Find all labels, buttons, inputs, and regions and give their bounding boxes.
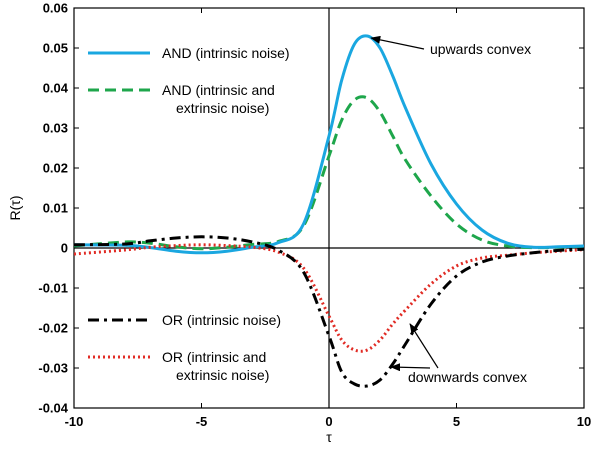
- y-tick-label: 0: [61, 241, 68, 256]
- annotation-upwards-label: upwards convex: [430, 41, 531, 57]
- x-tick-label: 5: [453, 414, 460, 429]
- x-tick-label: 10: [577, 414, 591, 429]
- legend-label-and-intrinsic: AND (intrinsic noise): [162, 45, 290, 61]
- x-axis: -10 -5 0 5 10: [65, 8, 591, 429]
- annotation-downwards-label: downwards convex: [408, 369, 527, 385]
- y-tick-label: -0.03: [38, 361, 68, 376]
- y-tick-label: 0.02: [43, 161, 68, 176]
- annotation-arrow: [390, 363, 431, 372]
- y-tick-label: -0.02: [38, 321, 68, 336]
- legend-label-line-1: AND (intrinsic and: [162, 82, 275, 98]
- x-tick-label: 0: [325, 414, 332, 429]
- annotation-arrow: [370, 35, 425, 50]
- series-layer: [73, 34, 585, 388]
- legend-label-or-extrinsic: OR (intrinsic and extrinsic noise): [162, 349, 270, 383]
- y-tick-label: 0.04: [43, 81, 69, 96]
- legend-label-or-intrinsic: OR (intrinsic noise): [162, 312, 281, 328]
- legend-label-and-extrinsic: AND (intrinsic and extrinsic noise): [162, 82, 279, 116]
- y-tick-label: -0.01: [38, 281, 68, 296]
- legend-or: OR (intrinsic noise) OR (intrinsic and e…: [88, 312, 281, 383]
- x-tick-label: -10: [65, 414, 84, 429]
- series-line: [73, 34, 585, 255]
- legend-label-line-2: extrinsic noise): [176, 100, 269, 116]
- y-tick-label: 0.05: [43, 41, 68, 56]
- legend-label-line-2: extrinsic noise): [176, 367, 269, 383]
- annotation-downwards: downwards convex: [390, 323, 527, 385]
- x-tick-label: -5: [196, 414, 208, 429]
- series-line: [73, 95, 585, 251]
- y-tick-label: -0.04: [38, 401, 68, 416]
- annotation-arrow: [409, 323, 439, 369]
- series-line: [73, 243, 585, 353]
- x-axis-title: τ: [326, 429, 332, 445]
- y-tick-label: 0.06: [43, 1, 68, 16]
- legend-and: AND (intrinsic noise) AND (intrinsic and…: [88, 45, 290, 116]
- series-line: [73, 235, 585, 388]
- legend-label-line-1: OR (intrinsic and: [162, 349, 266, 365]
- y-axis-title: R(τ): [7, 196, 23, 221]
- y-axis: -0.04 -0.03 -0.02 -0.01 0 0.01 0.02 0.03 0.04 0.0…: [38, 1, 584, 416]
- annotation-upwards: upwards convex: [370, 35, 531, 57]
- y-tick-label: 0.03: [43, 121, 68, 136]
- y-tick-label: 0.01: [43, 201, 68, 216]
